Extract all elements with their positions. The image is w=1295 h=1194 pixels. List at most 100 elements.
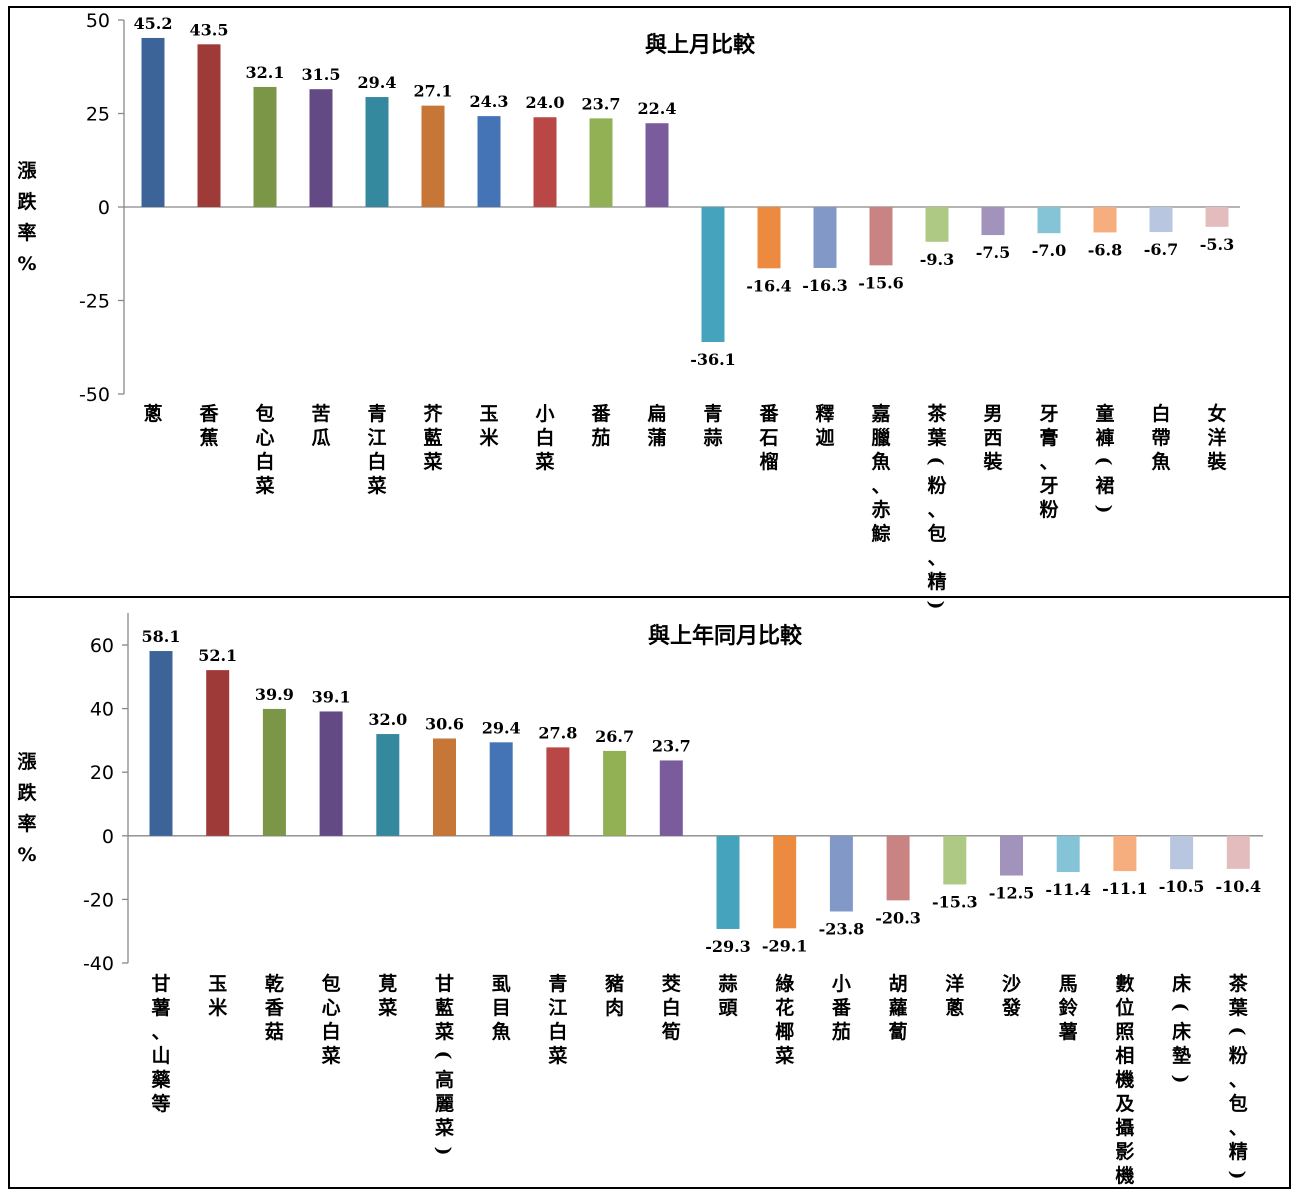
bar: [1149, 207, 1173, 233]
bar-value-label: -11.4: [1045, 880, 1091, 899]
bar-value-label: 39.9: [255, 685, 294, 704]
category-label-char: 玉: [208, 973, 227, 995]
category-label: 乾香菇: [264, 972, 285, 1043]
category-label-char: 菜: [254, 474, 274, 497]
category-label-char: 裝: [982, 450, 1003, 473]
category-label-char: (: [1226, 1027, 1248, 1036]
category-label-char: 蒲: [647, 426, 666, 449]
category-label-char: 菇: [265, 1020, 284, 1043]
bar: [141, 37, 165, 208]
bar: [716, 835, 740, 929]
category-label-char: 江: [367, 427, 386, 449]
category-label: 嘉臘魚、赤鯮: [870, 403, 890, 545]
bar: [1226, 835, 1250, 869]
bar: [869, 207, 893, 266]
category-label-char: 白: [255, 450, 274, 473]
category-label: 苦瓜: [311, 402, 330, 449]
category-label-char: 玉: [479, 403, 498, 425]
bar-value-label: 24.3: [470, 92, 509, 111]
category-label-char: 白: [548, 1020, 567, 1043]
bar: [943, 835, 967, 885]
category-label-char: 高: [435, 1068, 454, 1091]
category-label: 玉米: [479, 403, 499, 449]
bar: [533, 117, 557, 207]
category-label-char: (: [925, 457, 947, 466]
category-label: 小白菜: [534, 403, 554, 473]
y-axis-label-char: %: [17, 253, 36, 275]
category-label-char: 包: [1229, 1092, 1248, 1115]
category-label-char: 蔥: [945, 997, 964, 1019]
y-tick-label: 60: [90, 635, 114, 657]
category-label-char: 甘: [435, 973, 454, 995]
category-label-char: 包: [927, 522, 946, 545]
category-label-char: 茶: [1229, 972, 1249, 995]
y-axis-label-char: 率: [17, 812, 36, 835]
bar-value-label: -6.8: [1088, 240, 1122, 259]
category-label: 釋迦: [815, 402, 834, 449]
bar-value-label: 43.5: [190, 20, 229, 39]
bar: [1056, 835, 1080, 873]
category-label: 番石榴: [758, 403, 779, 473]
bar: [206, 670, 230, 836]
category-label-char: ): [1170, 1075, 1192, 1084]
category-label-char: 裙: [1095, 474, 1114, 497]
category-label: 虱目魚: [492, 973, 511, 1043]
bar-value-label: -16.4: [746, 276, 792, 295]
category-label-char: 白: [535, 426, 554, 449]
bar: [546, 747, 570, 836]
bar-value-label: -6.7: [1144, 240, 1178, 259]
category-label-char: 蒜: [718, 972, 737, 995]
category-label-char: 綠: [775, 972, 794, 995]
category-label: 小番茄: [831, 973, 852, 1043]
bar: [589, 118, 613, 207]
y-axis-label-char: 漲: [17, 160, 37, 182]
category-label-char: 粉: [927, 474, 946, 497]
y-tick-label: -20: [83, 889, 114, 911]
category-label-char: 筍: [662, 1020, 681, 1043]
category-label: 芥藍菜: [422, 403, 443, 473]
category-label-char: 西: [983, 427, 1002, 449]
category-label-char: (: [1093, 457, 1115, 466]
category-label-char: 鯮: [871, 522, 890, 545]
category-label-char: 、: [151, 1021, 170, 1043]
category-label-char: 莧: [378, 973, 397, 995]
category-label-char: 菜: [534, 450, 554, 473]
bar-value-label: -36.1: [690, 350, 736, 369]
category-label: 青蒜: [703, 403, 722, 449]
category-label-char: 魚: [492, 1020, 511, 1043]
category-label-char: 墊: [1172, 1044, 1191, 1067]
bar-value-label: 23.7: [652, 736, 691, 755]
bar: [253, 86, 277, 207]
bar-value-label: -29.3: [705, 937, 751, 956]
category-label-char: 相: [1115, 1045, 1134, 1067]
bar: [365, 97, 389, 207]
bar: [645, 123, 669, 207]
category-label-char: 及: [1115, 1093, 1135, 1115]
y-tick-label: 0: [102, 826, 114, 848]
category-label-char: 發: [1001, 996, 1022, 1019]
bar-value-label: 32.0: [368, 710, 407, 729]
category-label: 白帶魚: [1151, 402, 1170, 473]
category-label-char: ): [1093, 505, 1115, 514]
category-label-char: 蒜: [703, 426, 722, 449]
category-label: 馬鈴薯: [1058, 973, 1079, 1043]
bar-value-label: 31.5: [302, 65, 341, 84]
category-label-char: 迦: [815, 427, 834, 449]
category-label-char: 扁: [647, 402, 666, 425]
y-axis-label-char: 率: [17, 221, 36, 244]
y-axis-label-char: 漲: [17, 751, 37, 773]
panel-bottom-frame: [8, 596, 1291, 1189]
category-label-char: 帶: [1151, 427, 1170, 449]
bar: [981, 207, 1005, 236]
bar-value-label: -15.3: [932, 892, 978, 911]
y-tick-label: 20: [90, 762, 114, 784]
bar-value-label: 29.4: [482, 718, 521, 737]
bar-value-label: 27.8: [538, 723, 577, 742]
category-label-char: 位: [1115, 996, 1134, 1019]
y-axis-label-char: 跌: [17, 190, 37, 213]
category-label-char: 菜: [774, 1044, 794, 1067]
category-label-char: 小: [535, 403, 554, 425]
bar-value-label: -20.3: [875, 908, 921, 927]
